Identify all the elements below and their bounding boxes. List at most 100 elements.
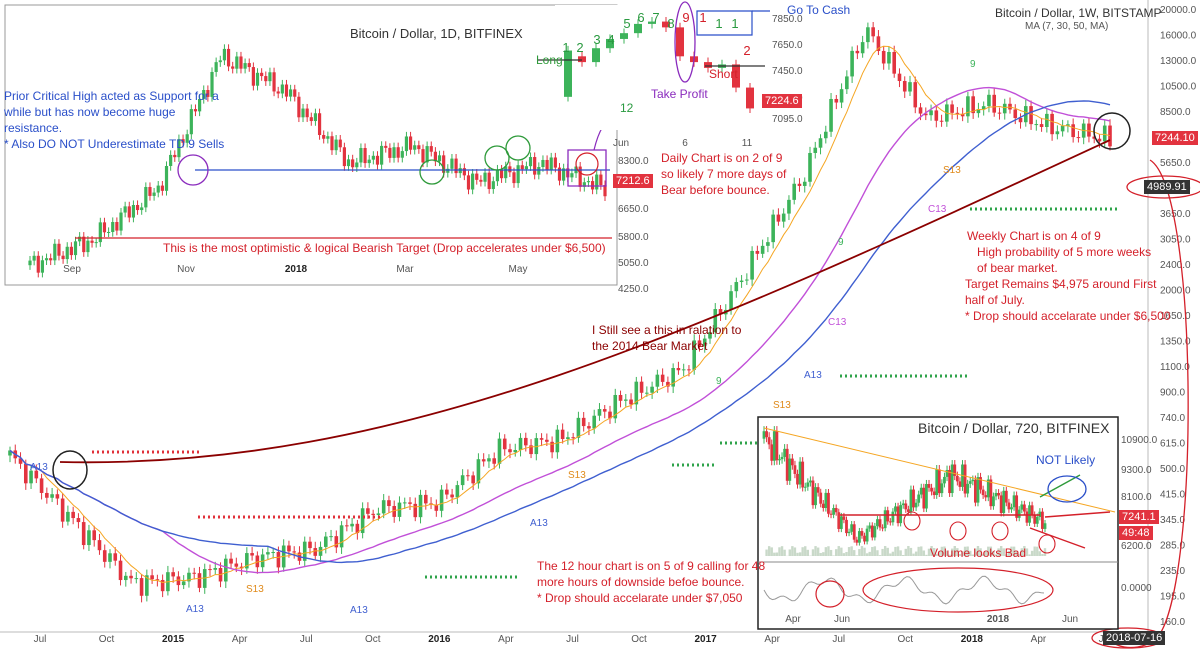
weekly-candle-body <box>413 504 417 517</box>
h12-volume-bar <box>902 555 904 556</box>
weekly-candle-body <box>40 478 44 493</box>
weekly-y-tick-label: 1100.0 <box>1160 362 1190 373</box>
h12-candle-body <box>995 493 998 496</box>
weekly-candle-body <box>750 251 754 280</box>
daily-candle-body <box>483 173 486 182</box>
zoom-candle-body <box>634 24 642 33</box>
weekly-candle-body <box>519 438 523 450</box>
weekly-candle-body <box>408 502 412 503</box>
weekly-candle-body <box>1061 126 1065 132</box>
daily-candle-body <box>301 109 304 118</box>
weekly-candle-body <box>845 76 849 89</box>
weekly-y-tick-label: 5650.0 <box>1160 158 1191 169</box>
daily-candle-body <box>128 206 131 217</box>
weekly-x-tick-label: Jul <box>34 634 47 645</box>
weekly-td-label: A13 <box>530 518 548 529</box>
h12-volume-bar <box>807 550 809 556</box>
daily-candle-body <box>508 166 511 172</box>
daily-candle-body <box>70 247 73 255</box>
weekly-x-tick-label: Oct <box>365 634 381 645</box>
daily-candle-body <box>401 151 404 158</box>
h12-candle-body <box>969 481 972 484</box>
daily-x-tick-label: Mar <box>396 264 414 275</box>
zoom-candle-body <box>746 88 754 109</box>
weekly-candle-body <box>277 552 281 567</box>
daily-candle-body <box>388 148 391 158</box>
h12-candle-body <box>951 464 954 493</box>
h12-candle-body <box>1023 504 1026 511</box>
h12-candle-body <box>917 495 920 503</box>
h12-volume-bar <box>920 546 922 556</box>
h12-volume-bar <box>917 547 919 556</box>
h12-candle-body <box>781 457 784 459</box>
weekly-candle-body <box>482 459 486 461</box>
h12-candle-body <box>928 484 931 488</box>
weekly-candle-body <box>808 153 812 182</box>
weekly-candle-body <box>492 458 496 463</box>
inset-price-tag: 7224.6 <box>762 94 802 108</box>
weekly-candle-body <box>861 42 865 53</box>
weekly-chart-title: Bitcoin / Dollar, 1W, BITSTAMP <box>995 6 1162 20</box>
h12-candle-body <box>1002 491 1005 513</box>
daily-candle-body <box>450 159 453 169</box>
daily-candle-body <box>140 207 143 210</box>
weekly-candle-body <box>66 512 70 522</box>
h12-candle-body <box>763 431 766 438</box>
zoom-x-tick-label: 6 <box>682 138 688 149</box>
daily-candle-body <box>326 136 329 139</box>
daily-candle-body <box>599 175 602 185</box>
weekly-candle-body <box>87 530 91 545</box>
daily-chart-title: Bitcoin / Dollar, 1D, BITFINEX <box>350 26 523 41</box>
weekly-candle-body <box>540 438 544 440</box>
weekly-td-label: A13 <box>350 605 368 616</box>
h12-candle-body <box>824 493 827 508</box>
h12-candle-body <box>858 531 861 543</box>
weekly-x-tick-label: Apr <box>1031 634 1047 645</box>
h12-volume-bar <box>1033 547 1035 556</box>
h12-volume-bar <box>765 550 767 556</box>
weekly-x-tick-label: 2017 <box>695 634 718 645</box>
weekly-candle-body <box>1029 106 1033 124</box>
weekly-candle-body <box>82 522 86 545</box>
weekly-candle-body <box>1108 126 1112 147</box>
daily-price-tag: 7212.6 <box>613 174 653 188</box>
h12-volume-bar <box>910 548 912 556</box>
h12-volume-bar <box>866 553 868 556</box>
h12-volume-bar <box>1041 554 1043 556</box>
daily-candle-body <box>115 222 118 231</box>
daily-candle-body <box>277 91 280 93</box>
weekly-td-label: C13 <box>828 317 847 328</box>
h12-volume-bar <box>907 546 909 556</box>
h12-candle-body <box>912 490 915 508</box>
h12-volume-bar <box>838 546 840 556</box>
daily-candle-body <box>512 172 515 183</box>
daily-candle-body <box>99 222 102 242</box>
weekly-candle-body <box>1045 114 1049 127</box>
weekly-candle-body <box>61 499 65 522</box>
zoom-td-count-label: 8 <box>667 16 674 31</box>
weekly-candle-body <box>1035 124 1039 125</box>
weekly-td-label: A13 <box>30 462 48 473</box>
h12-candle-body <box>773 431 776 461</box>
weekly-y-tick-label: 20000.0 <box>1160 5 1197 16</box>
weekly-candle-body <box>777 215 781 222</box>
h12-candle-body <box>982 490 985 495</box>
h12-x-tick-label: Jun <box>1062 614 1078 625</box>
h12-candle-body <box>827 493 830 514</box>
bearish-target-annotation: This is the most optimistic & logical Be… <box>163 240 606 256</box>
weekly-date-tag: 2018-07-16 <box>1103 631 1165 645</box>
weekly-candle-body <box>1098 139 1102 142</box>
h12-x-tick-label: Apr <box>785 614 801 625</box>
daily-candle-body <box>215 62 218 72</box>
h12-candle-body <box>1013 495 1016 507</box>
daily-candle-body <box>595 175 598 190</box>
h12-candle-body <box>775 431 778 460</box>
weekly-td-label: S13 <box>246 584 264 595</box>
weekly-candle-body <box>1087 124 1091 137</box>
daily-candle-body <box>492 181 495 189</box>
weekly-candle-body <box>761 246 765 254</box>
h12-candle-body <box>946 470 949 477</box>
h12-volume-bar <box>853 550 855 556</box>
